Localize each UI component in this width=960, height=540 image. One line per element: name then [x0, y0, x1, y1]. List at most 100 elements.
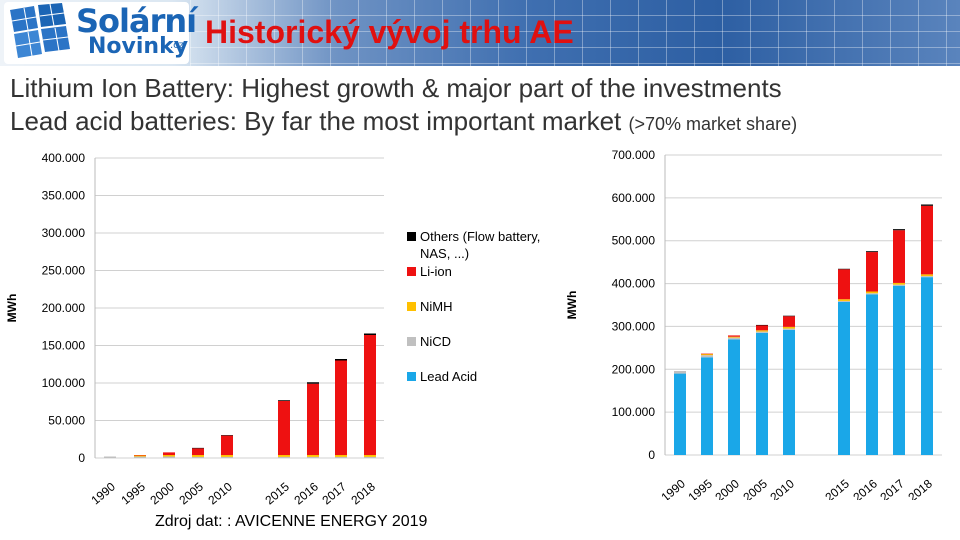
bar-nicd-2015: [838, 300, 850, 302]
x-tick-label: 2016: [850, 476, 880, 500]
bar-nicd-2016: [866, 293, 878, 295]
bar-nicd-2017: [335, 456, 347, 458]
y-tick-label: 250.000: [42, 264, 86, 278]
x-tick-label: 2015: [262, 479, 292, 505]
bar-nimh-2015: [278, 455, 290, 457]
y-tick-label: 600.000: [612, 191, 656, 205]
bar-lead-acid-2005: [756, 332, 768, 455]
bar-nimh-2015: [838, 299, 850, 301]
bar-li-ion-2015: [278, 401, 290, 455]
legend-label: Li-ion: [420, 264, 452, 279]
y-tick-label: 0: [648, 448, 655, 462]
bar-others-2018: [921, 204, 933, 206]
x-tick-label: 1990: [88, 479, 118, 505]
x-tick-label: 2017: [877, 476, 907, 500]
header-banner: Solární Novinky .cz Historický vývoj trh…: [0, 0, 960, 66]
bar-nicd-2005: [756, 331, 768, 333]
y-tick-label: 150.000: [42, 339, 86, 353]
x-tick-label: 2000: [712, 476, 742, 500]
bar-nimh-2000: [728, 336, 740, 338]
bar-nimh-2010: [221, 455, 233, 457]
chart-left-stacked-bar: MWh 0 50.000 100.000 150.000 200.000 250.000 30…: [5, 151, 540, 505]
bar-nicd-1990: [674, 371, 686, 374]
subtitle-line-2-note: (>70% market share): [628, 114, 798, 134]
bar-nimh-1995: [701, 353, 713, 356]
bar-nicd-1995: [134, 456, 146, 458]
logo-text-cz: .cz: [170, 40, 184, 51]
y-tick-label: 100.000: [612, 405, 656, 419]
legend-swatch-others-flow-battery-: [407, 232, 416, 241]
bar-nimh-2016: [307, 455, 319, 457]
legend-swatch-li-ion: [407, 267, 416, 276]
bar-lead-acid-2010: [783, 329, 795, 455]
bar-nicd-2005: [192, 456, 204, 458]
bar-li-ion-1995: [134, 455, 146, 456]
logo-text-solarni: Solární: [76, 2, 197, 40]
x-tick-label: 1995: [118, 479, 148, 505]
bar-nicd-2000: [728, 337, 740, 340]
bar-li-ion-2015: [838, 269, 850, 300]
bar-others-2010: [783, 315, 795, 317]
bar-nimh-2010: [783, 326, 795, 329]
legend-label: Lead Acid: [420, 369, 477, 384]
bar-lead-acid-2018: [921, 277, 933, 455]
bar-others-2015: [278, 400, 290, 401]
legend-swatch-lead-acid: [407, 372, 416, 381]
x-tick-label: 2005: [176, 479, 206, 505]
y-axis-label: MWh: [5, 294, 19, 323]
bar-li-ion-2010: [221, 435, 233, 455]
bar-lead-acid-2015: [838, 302, 850, 455]
bar-nicd-1995: [701, 355, 713, 358]
bar-others-2010: [221, 435, 233, 436]
bar-others-2016: [866, 251, 878, 253]
bar-others-2017: [335, 359, 347, 361]
solar-panel-logo-icon: [10, 3, 70, 58]
bar-lead-acid-1990: [674, 373, 686, 455]
bar-others-2016: [307, 382, 319, 384]
x-tick-label: 2015: [822, 476, 852, 500]
x-tick-label: 1995: [685, 476, 715, 500]
bar-li-ion-2016: [307, 383, 319, 455]
x-tick-label: 2000: [147, 479, 177, 505]
bar-others-2005: [756, 324, 768, 326]
bar-nimh-2017: [893, 282, 905, 285]
y-tick-label: 0: [78, 451, 85, 465]
bar-nicd-2015: [278, 456, 290, 458]
source-note: Zdroj dat: : AVICENNE ENERGY 2019: [155, 513, 428, 530]
x-tick-label: 2017: [319, 479, 349, 505]
x-tick-label: 2018: [905, 476, 935, 500]
logo-text-novinky: Novinky: [88, 34, 189, 59]
bar-nicd-2018: [364, 456, 376, 458]
chart-right-stacked-bar: MWh 0 100.000 200.000 300.000 400.000 500.000 6…: [565, 148, 942, 500]
bar-nicd-2016: [307, 456, 319, 458]
y-tick-label: 100.000: [42, 376, 86, 390]
y-tick-label: 300.000: [612, 319, 656, 333]
bar-lead-acid-2016: [866, 294, 878, 455]
bar-others-2018: [364, 333, 376, 335]
subtitle-line-2: Lead acid batteries: By far the most imp…: [10, 106, 797, 137]
bar-nimh-1995: [134, 455, 146, 457]
bar-others-2017: [893, 229, 905, 231]
x-tick-label: 2016: [291, 479, 321, 505]
x-tick-label: 2005: [740, 476, 770, 500]
legend-swatch-nicd: [407, 337, 416, 346]
bar-nicd-2000: [163, 456, 175, 458]
y-tick-label: 500.000: [612, 234, 656, 248]
y-tick-label: 350.000: [42, 189, 86, 203]
bar-nimh-2018: [921, 274, 933, 277]
bar-lead-acid-1995: [701, 357, 713, 455]
bar-li-ion-2018: [364, 335, 376, 455]
bar-nicd-2017: [893, 284, 905, 286]
y-tick-label: 200.000: [612, 362, 656, 376]
legend-label-continued: NAS, ...): [420, 246, 469, 261]
legend-label: NiMH: [420, 299, 453, 314]
y-tick-label: 200.000: [42, 301, 86, 315]
page-title: Historický vývoj trhu AE: [205, 14, 574, 50]
subtitle-line-2-main: Lead acid batteries: By far the most imp…: [10, 106, 622, 136]
bar-nimh-2005: [192, 455, 204, 457]
y-tick-label: 400.000: [42, 151, 86, 165]
y-tick-label: 50.000: [48, 414, 85, 428]
legend-label: NiCD: [420, 334, 451, 349]
bar-nimh-2016: [866, 291, 878, 294]
site-logo[interactable]: Solární Novinky .cz: [4, 2, 197, 64]
